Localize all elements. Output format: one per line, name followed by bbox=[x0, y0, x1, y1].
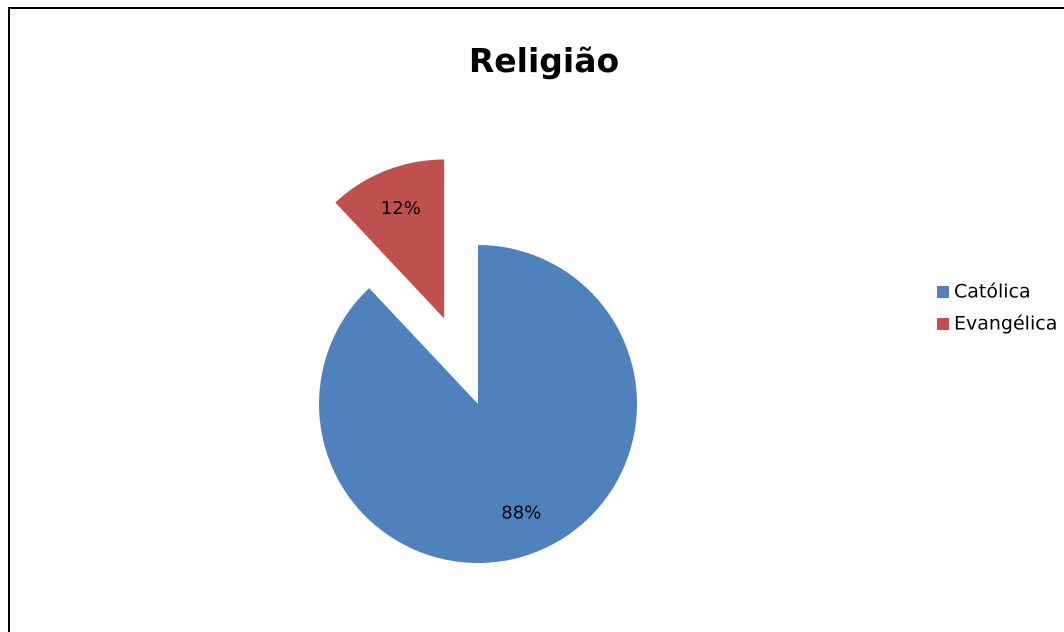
pie-slice-evangelica bbox=[335, 159, 445, 319]
data-label-catolica: 88% bbox=[501, 502, 541, 523]
pie-slice-catolica bbox=[319, 245, 637, 563]
data-label-evangelica: 12% bbox=[381, 198, 421, 219]
data-labels: 88% 12% bbox=[381, 198, 542, 523]
legend-swatch-catolica bbox=[937, 286, 949, 298]
legend: Católica Evangélica bbox=[937, 281, 1057, 335]
chart-title: Religião bbox=[469, 41, 619, 80]
legend-label-catolica: Católica bbox=[954, 281, 1031, 303]
legend-label-evangelica: Evangélica bbox=[954, 313, 1057, 335]
legend-swatch-evangelica bbox=[937, 318, 949, 330]
pie-slices bbox=[319, 159, 637, 563]
